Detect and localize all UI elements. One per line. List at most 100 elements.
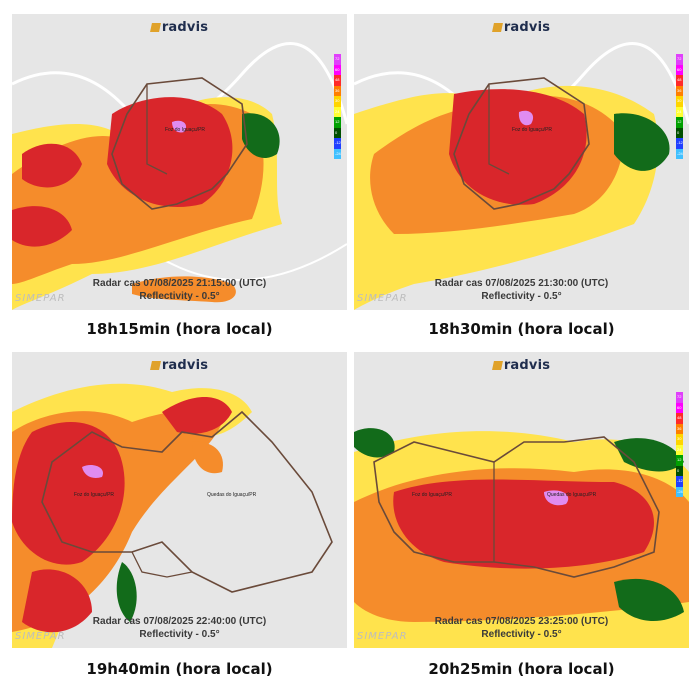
city-label: Foz do Iguaçu/PR (74, 492, 115, 498)
radar-map-1 (12, 14, 347, 310)
legend-swatch (334, 64, 341, 75)
legend-swatch (676, 75, 683, 86)
simepar-watermark: SIMEPAR (15, 631, 66, 642)
radvis-logo: radvis (12, 358, 347, 373)
legend-tick-label: 0 (677, 129, 680, 135)
reflectivity-legend: 72 60 48 36 30 24 12 0 -12 -24 (676, 392, 683, 497)
legend-tick-label: 30 (335, 98, 340, 104)
city-label: Quedas do Iguaçu/PR (547, 492, 597, 498)
legend-swatch (676, 455, 683, 466)
legend-tick-label: 60 (677, 66, 682, 72)
legend-tick-label: 72 (677, 394, 682, 400)
radar-timestamp: Radar cas 07/08/2025 21:15:00 (UTC) (92, 278, 267, 289)
legend-swatch (676, 96, 683, 107)
legend-tick-label: 24 (335, 108, 340, 114)
legend-swatch (676, 434, 683, 445)
legend-swatch (676, 413, 683, 424)
legend-tick-label: 24 (677, 108, 682, 114)
radvis-logo-icon (491, 361, 503, 370)
radar-product: Reflectivity - 0.5° (481, 291, 562, 302)
panel-caption: 18h30min (hora local) (428, 320, 615, 338)
legend-swatch (676, 476, 683, 487)
radvis-logo-icon (149, 23, 161, 32)
radar-panel-3: radvis Foz do Iguaçu/PR Quedas do Iguaçu… (12, 352, 347, 648)
simepar-watermark: SIMEPAR (15, 293, 66, 304)
city-label: Quedas do Iguaçu/PR (207, 492, 257, 498)
radar-product: Reflectivity - 0.5° (481, 629, 562, 640)
simepar-watermark: SIMEPAR (357, 631, 408, 642)
city-label: Foz do Iguaçu/PR (512, 127, 553, 133)
radvis-logo-icon (491, 23, 503, 32)
legend-tick-label: -24 (677, 150, 683, 156)
radar-product: Reflectivity - 0.5° (139, 629, 220, 640)
legend-tick-label: 60 (335, 66, 340, 72)
legend-swatch (334, 117, 341, 128)
legend-swatch (334, 75, 341, 86)
legend-swatch (676, 106, 683, 117)
legend-tick-label: 30 (677, 98, 682, 104)
legend-tick-label: 24 (677, 446, 682, 452)
legend-swatch (676, 486, 683, 497)
radar-map-3 (12, 352, 347, 648)
panel-caption: 18h15min (hora local) (86, 320, 273, 338)
radar-panel-2: radvis 72 60 48 36 30 24 12 0 -12 -24 Foz do Igua… (354, 14, 689, 310)
legend-swatch (676, 127, 683, 138)
legend-swatch (334, 96, 341, 107)
legend-tick-label: -12 (677, 478, 683, 484)
legend-tick-label: -12 (677, 140, 683, 146)
legend-swatch (676, 444, 683, 455)
legend-tick-label: -24 (677, 488, 683, 494)
legend-tick-label: 0 (677, 467, 680, 473)
reflectivity-legend: 72 60 48 36 30 24 12 0 -12 -24 (676, 54, 683, 159)
legend-tick-label: 12 (677, 119, 682, 125)
legend-tick-label: 30 (677, 436, 682, 442)
radar-map-4 (354, 352, 689, 648)
simepar-watermark: SIMEPAR (357, 293, 408, 304)
legend-tick-label: 36 (335, 87, 340, 93)
city-label: Foz do Iguaçu/PR (165, 127, 206, 133)
legend-tick-label: 12 (677, 457, 682, 463)
legend-swatch (334, 148, 341, 159)
legend-tick-label: 12 (335, 119, 340, 125)
legend-tick-label: 60 (677, 404, 682, 410)
legend-swatch (676, 465, 683, 476)
legend-tick-label: -12 (335, 140, 341, 146)
legend-swatch (676, 54, 683, 65)
panel-caption: 19h40min (hora local) (86, 660, 273, 678)
radvis-logo: radvis (354, 358, 689, 373)
legend-swatch (334, 138, 341, 149)
legend-tick-label: 48 (335, 77, 340, 83)
legend-swatch (676, 64, 683, 75)
legend-swatch (676, 85, 683, 96)
legend-swatch (676, 392, 683, 403)
panel-caption: 20h25min (hora local) (428, 660, 615, 678)
legend-tick-label: 48 (677, 77, 682, 83)
radar-timestamp: Radar cas 07/08/2025 23:25:00 (UTC) (434, 616, 609, 627)
legend-swatch (334, 85, 341, 96)
legend-swatch (676, 402, 683, 413)
radar-panel-1: radvis 72 60 48 36 30 24 12 0 -12 -24 Foz do Igua… (12, 14, 347, 310)
radar-timestamp: Radar cas 07/08/2025 22:40:00 (UTC) (92, 616, 267, 627)
reflectivity-legend: 72 60 48 36 30 24 12 0 -12 -24 (334, 54, 341, 159)
legend-swatch (676, 138, 683, 149)
legend-swatch (334, 127, 341, 138)
legend-tick-label: 72 (677, 56, 682, 62)
legend-tick-label: -24 (335, 150, 341, 156)
radar-panel-4: radvis 72 60 48 36 30 24 12 0 -12 -24 Foz do Igua… (354, 352, 689, 648)
legend-tick-label: 48 (677, 415, 682, 421)
legend-tick-label: 0 (335, 129, 338, 135)
legend-tick-label: 36 (677, 425, 682, 431)
radar-product: Reflectivity - 0.5° (139, 291, 220, 302)
city-label: Foz do Iguaçu/PR (412, 492, 453, 498)
legend-swatch (676, 423, 683, 434)
radvis-logo: radvis (354, 20, 689, 35)
legend-swatch (334, 54, 341, 65)
legend-tick-label: 36 (677, 87, 682, 93)
legend-swatch (676, 117, 683, 128)
radvis-logo: radvis (12, 20, 347, 35)
legend-swatch (676, 148, 683, 159)
radar-map-2 (354, 14, 689, 310)
legend-swatch (334, 106, 341, 117)
legend-tick-label: 72 (335, 56, 340, 62)
radvis-logo-icon (149, 361, 161, 370)
